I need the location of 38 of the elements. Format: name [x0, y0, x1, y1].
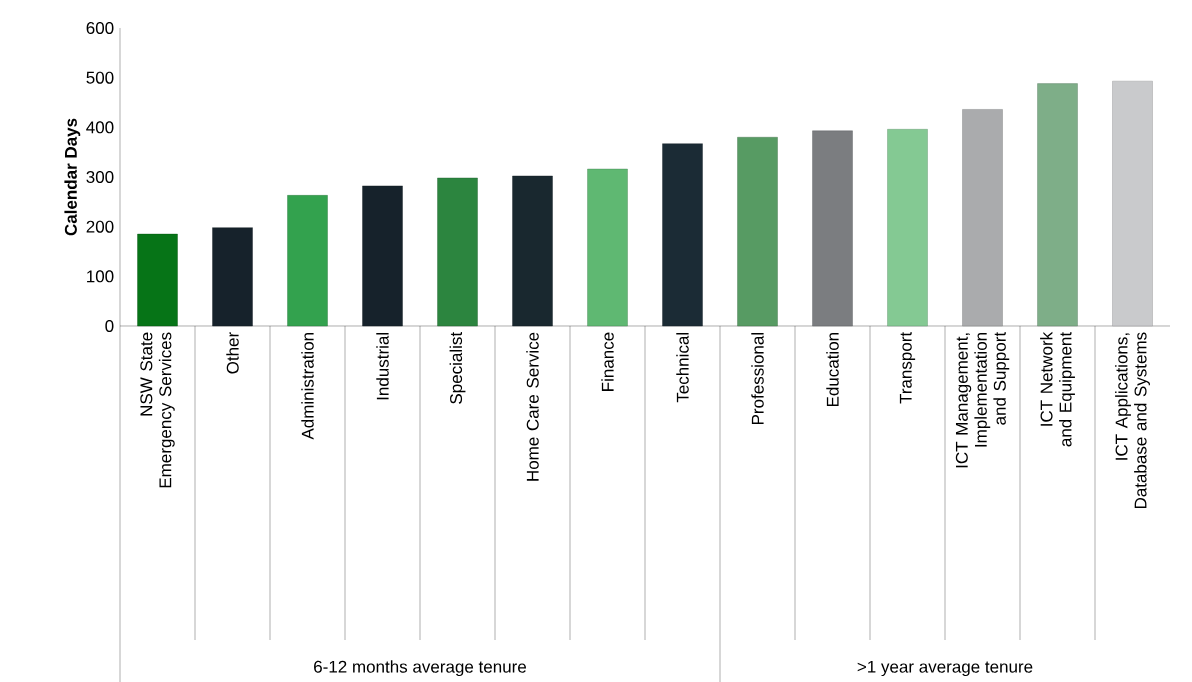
- bar: [887, 129, 928, 327]
- x-tick-label: Transport: [899, 331, 916, 404]
- bar: [662, 143, 703, 327]
- y-tick-label: 100: [87, 270, 114, 283]
- x-tick-label: Other: [226, 332, 239, 374]
- y-tick-label: 600: [86, 21, 114, 35]
- y-tick-label: 200: [86, 220, 114, 233]
- x-tick-label: ICT Network and Equipment: [1040, 331, 1075, 447]
- bar: [737, 137, 778, 327]
- x-tick-label: Finance: [601, 332, 614, 391]
- x-tick-label: Professional: [751, 333, 764, 425]
- bar: [1037, 83, 1078, 327]
- bar: [362, 185, 403, 327]
- y-tick-label: 500: [86, 71, 114, 84]
- bar: [287, 195, 328, 327]
- bar: [1112, 80, 1153, 327]
- x-tick-label: Industrial: [376, 333, 389, 400]
- bar: [962, 109, 1003, 327]
- x-tick-label: Technical: [676, 332, 689, 403]
- x-tick-label: ICT Applications, Database and Systems: [1115, 332, 1150, 509]
- x-tick-label: Education: [826, 332, 839, 407]
- text: >1 year average tenure: [857, 660, 1033, 677]
- x-tick-label: Specialist: [449, 332, 466, 404]
- y-tick-label: 0: [105, 319, 114, 333]
- bar: [437, 177, 478, 327]
- y-tick-label: 300: [86, 170, 114, 184]
- bar: [812, 130, 853, 327]
- text: 6-12 months average tenure: [314, 660, 526, 677]
- x-tick-label: Administration: [301, 332, 314, 440]
- x-tick-label: ICT Management, Implementation and Support: [955, 332, 1010, 468]
- bar: [512, 175, 553, 327]
- x-tick-label: Home Care Service: [526, 332, 539, 481]
- bar: [587, 168, 628, 327]
- bar: [137, 233, 178, 327]
- x-tick-label: NSW State Emergency Services: [140, 332, 175, 488]
- y-tick-label: 400: [86, 121, 114, 134]
- y-axis-title: Calendar Days: [64, 118, 81, 236]
- bar: [212, 227, 253, 327]
